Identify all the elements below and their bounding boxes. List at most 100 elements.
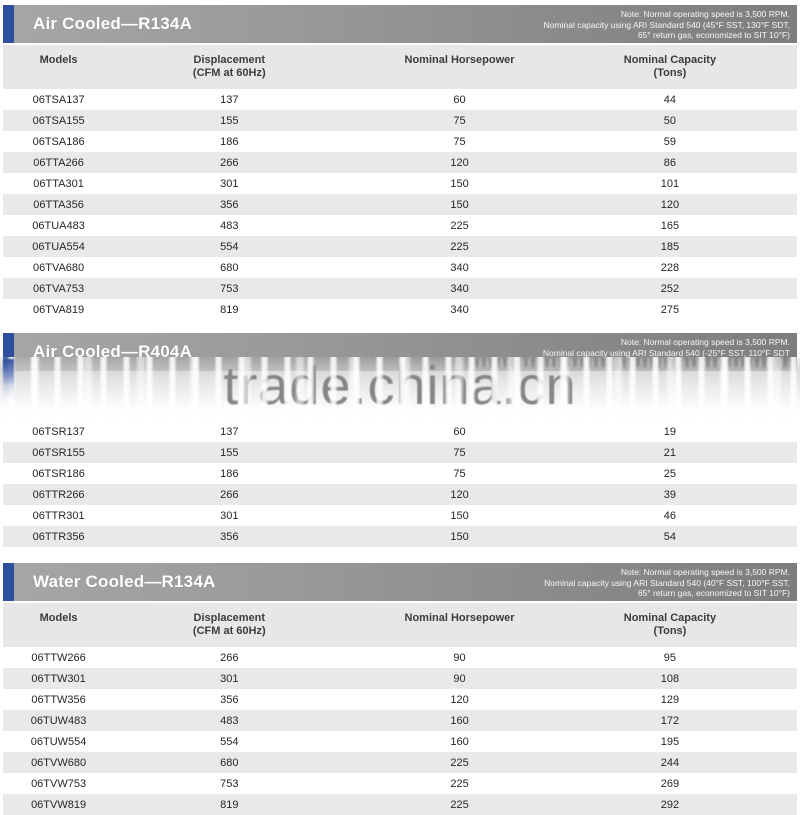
table-cell bbox=[765, 236, 797, 257]
table-cell: 554 bbox=[114, 236, 345, 257]
table-cell: 06TSR186 bbox=[3, 463, 115, 484]
column-header-displacement: Displacement (CFM at 60Hz) bbox=[114, 45, 345, 89]
table-cell: 75 bbox=[344, 442, 575, 463]
table-cell: 60 bbox=[344, 421, 575, 442]
note-line: 65° return gas, economized to SIT 10°F) bbox=[637, 30, 790, 40]
table-cell: 120 bbox=[344, 689, 575, 710]
table-cell: 340 bbox=[344, 257, 575, 278]
table-cell: 06TUW554 bbox=[3, 731, 115, 752]
table-cell bbox=[765, 257, 797, 278]
table-cell: 186 bbox=[114, 463, 345, 484]
table-cell: 25 bbox=[574, 463, 766, 484]
table-row: 06TVW680 680 225 244 bbox=[3, 752, 797, 773]
table-cell: 172 bbox=[574, 710, 766, 731]
table-cell bbox=[765, 194, 797, 215]
table-body: 06TSR137 137 60 19 06TSR155 155 75 21 06TSR186 18… bbox=[3, 421, 797, 547]
table-cell: 60 bbox=[344, 89, 575, 110]
table-cell: 483 bbox=[114, 710, 345, 731]
table-body: 06TTW266 266 90 95 06TTW301 301 90 108 06TTW356 3… bbox=[3, 647, 797, 815]
table-row: 06TTA266 266 120 86 bbox=[3, 152, 797, 173]
table-cell: 06TSA155 bbox=[3, 110, 115, 131]
table-cell: 19 bbox=[574, 421, 766, 442]
table-cell: 160 bbox=[344, 731, 575, 752]
table-cell bbox=[765, 215, 797, 236]
table-cell: 06TSR137 bbox=[3, 421, 115, 442]
table-cell: 75 bbox=[344, 131, 575, 152]
table-cell bbox=[765, 173, 797, 194]
table-cell: 06TVW819 bbox=[3, 794, 115, 815]
table-cell: 356 bbox=[114, 689, 345, 710]
section-note: Note: Normal operating speed is 3,500 RP… bbox=[543, 333, 797, 358]
table-cell: 06TTR266 bbox=[3, 484, 115, 505]
table-row: 06TVA819 819 340 275 bbox=[3, 299, 797, 320]
table-cell: 680 bbox=[114, 752, 345, 773]
table-cell: 137 bbox=[114, 89, 345, 110]
table-cell: 680 bbox=[114, 257, 345, 278]
table-cell: 225 bbox=[344, 773, 575, 794]
table-row: 06TTA356 356 150 120 bbox=[3, 194, 797, 215]
watermark-text: trade.china.cn bbox=[223, 356, 577, 416]
table-cell: 819 bbox=[114, 299, 345, 320]
header-row: Models Displacement (CFM at 60Hz) Nominal… bbox=[3, 45, 797, 89]
blue-accent-smear bbox=[3, 359, 14, 403]
table-cell: 39 bbox=[574, 484, 766, 505]
table-cell bbox=[765, 89, 797, 110]
table-cell bbox=[765, 152, 797, 173]
header-row: Models Displacement (CFM at 60Hz) Nominal… bbox=[3, 603, 797, 647]
table-cell: 301 bbox=[114, 505, 345, 526]
table-cell: 06TTA356 bbox=[3, 194, 115, 215]
table-row: 06TTR301 301 150 46 bbox=[3, 505, 797, 526]
table-row: 06TTA301 301 150 101 bbox=[3, 173, 797, 194]
table-cell: 75 bbox=[344, 463, 575, 484]
table-cell bbox=[765, 278, 797, 299]
section-title: Air Cooled—R404A bbox=[33, 342, 193, 361]
table-cell: 275 bbox=[574, 299, 766, 320]
table-cell: 129 bbox=[574, 689, 766, 710]
table-cell: 06TVA680 bbox=[3, 257, 115, 278]
section-note: Note: Normal operating speed is 3,500 RP… bbox=[544, 5, 797, 41]
table-cell: 21 bbox=[574, 442, 766, 463]
note-line: 65° return gas, economized to SIT 10°F) bbox=[637, 588, 790, 598]
table-cell: 06TSA186 bbox=[3, 131, 115, 152]
table-cell: 340 bbox=[344, 278, 575, 299]
table-cell: 06TTR301 bbox=[3, 505, 115, 526]
watermark-smear-band: trade.china.cn bbox=[0, 357, 800, 421]
table-cell: 292 bbox=[574, 794, 766, 815]
table-cell: 155 bbox=[114, 110, 345, 131]
table-cell: 101 bbox=[574, 173, 766, 194]
table-cell: 554 bbox=[114, 731, 345, 752]
table-cell: 44 bbox=[574, 89, 766, 110]
table-cell: 86 bbox=[574, 152, 766, 173]
table-row: 06TUA483 483 225 165 bbox=[3, 215, 797, 236]
table-cell: 06TVW753 bbox=[3, 773, 115, 794]
column-header-capacity: Nominal Capacity (Tons) bbox=[574, 603, 766, 647]
table-row: 06TUW483 483 160 172 bbox=[3, 710, 797, 731]
smeared-note-texture bbox=[468, 358, 788, 367]
table-row: 06TSA155 155 75 50 bbox=[3, 110, 797, 131]
table-cell: 95 bbox=[574, 647, 766, 668]
table-cell: 06TTW266 bbox=[3, 647, 115, 668]
table-row: 06TSA186 186 75 59 bbox=[3, 131, 797, 152]
table-cell: 186 bbox=[114, 131, 345, 152]
section-note: Note: Normal operating speed is 3,500 RP… bbox=[544, 563, 797, 599]
table-cell: 108 bbox=[574, 668, 766, 689]
table-cell: 06TTW301 bbox=[3, 668, 115, 689]
table-cell: 340 bbox=[344, 299, 575, 320]
table-cell: 120 bbox=[574, 194, 766, 215]
table-cell: 90 bbox=[344, 647, 575, 668]
table-cell bbox=[765, 442, 797, 463]
section-water-cooled-r134a: Water Cooled—R134A Note: Normal operatin… bbox=[3, 563, 797, 815]
spec-table-air-cooled-r134a: Models Displacement (CFM at 60Hz) Nominal… bbox=[3, 45, 797, 320]
note-line: Nominal capacity using ARI Standard 540 … bbox=[543, 19, 790, 30]
table-cell bbox=[765, 421, 797, 442]
table-cell bbox=[765, 526, 797, 547]
section-air-cooled-r134a: Air Cooled—R134A Note: Normal operating … bbox=[3, 5, 797, 320]
column-header-models: Models bbox=[3, 603, 115, 647]
table-cell: 90 bbox=[344, 668, 575, 689]
table-cell: 483 bbox=[114, 215, 345, 236]
table-row: 06TSR155 155 75 21 bbox=[3, 442, 797, 463]
table-cell: 46 bbox=[574, 505, 766, 526]
spec-table-air-cooled-r404a: 06TSR137 137 60 19 06TSR155 155 75 21 06TSR186 18… bbox=[3, 421, 797, 547]
table-cell: 06TUA483 bbox=[3, 215, 115, 236]
column-header-capacity: Nominal Capacity (Tons) bbox=[574, 45, 766, 89]
